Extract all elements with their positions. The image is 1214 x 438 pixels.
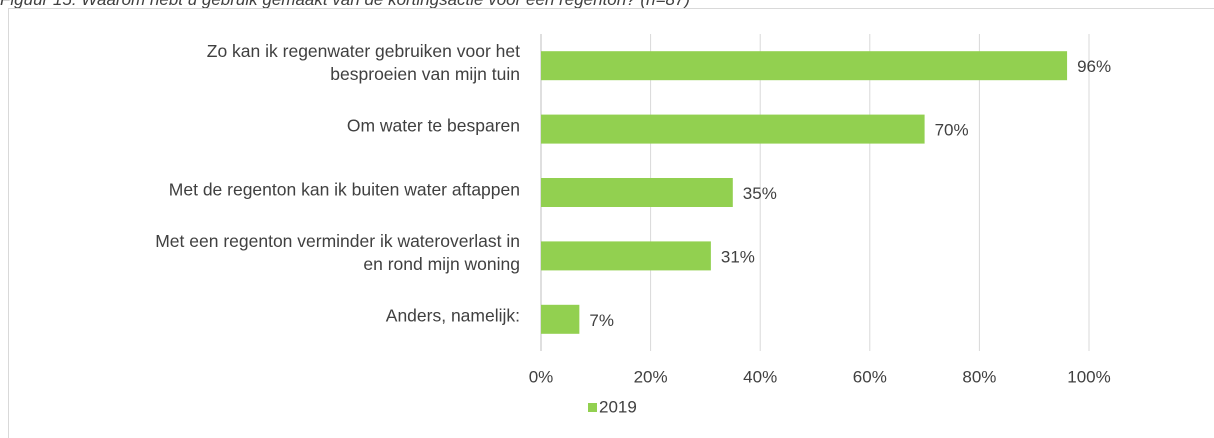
bar (541, 51, 1068, 81)
x-tick-label: 60% (853, 367, 887, 386)
x-tick-label: 40% (743, 367, 777, 386)
data-label: 31% (721, 247, 755, 266)
x-tick-label: 0% (529, 367, 554, 386)
y-tick-label: Om water te besparen (346, 115, 520, 136)
x-tick-label: 80% (962, 367, 996, 386)
bar (541, 178, 733, 207)
data-label: 70% (935, 121, 969, 140)
data-label: 96% (1077, 57, 1111, 76)
x-tick-label: 20% (634, 367, 668, 386)
y-tick-label: Zo kan ik regenwater gebruiken voor het … (206, 40, 520, 84)
y-tick-label: Met een regenton verminder ik wateroverl… (155, 230, 520, 274)
bar (541, 241, 711, 271)
chart-title: Figuur 15: Waarom hebt u gebruik gemaakt… (0, 0, 690, 10)
bar (541, 304, 580, 334)
y-tick-label: Met de regenton kan ik buiten water afta… (168, 179, 520, 199)
bar (541, 114, 925, 144)
chart-frame (8, 8, 1214, 438)
legend-swatch (588, 403, 597, 412)
legend-label: 2019 (599, 397, 637, 416)
y-tick-label: Anders, namelijk: (385, 305, 520, 326)
x-tick-label: 100% (1067, 367, 1110, 386)
data-label: 7% (589, 311, 614, 330)
data-label: 35% (743, 184, 777, 203)
